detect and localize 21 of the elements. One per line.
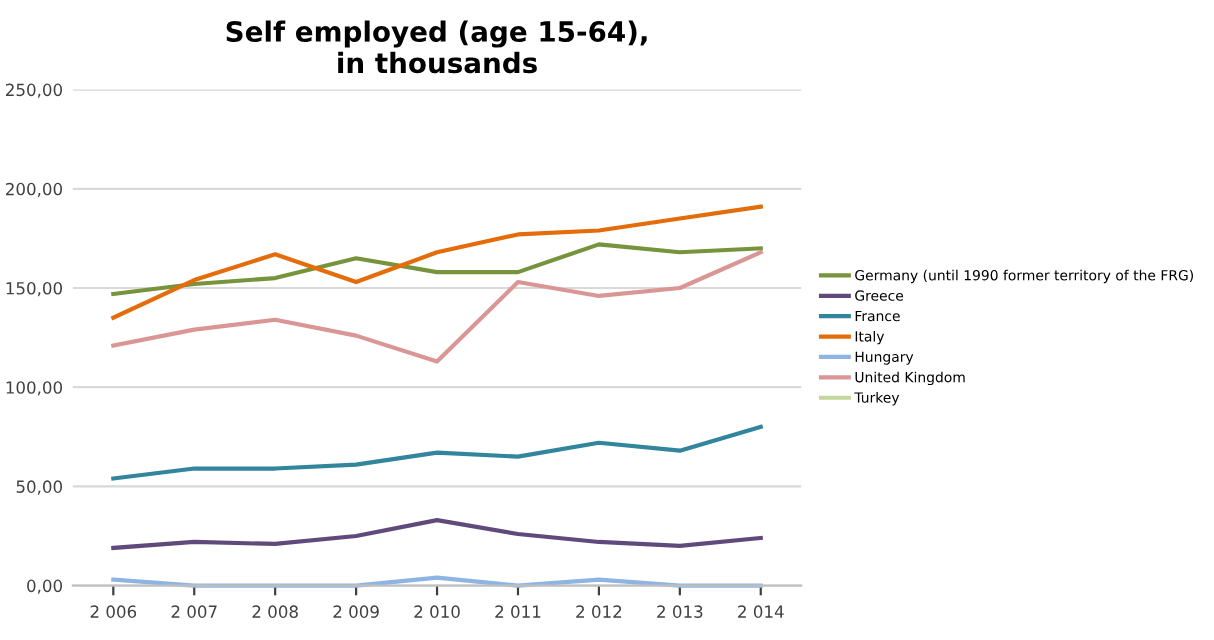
y-tick-label: 50,00 — [16, 480, 63, 495]
y-tick-label: 0,00 — [27, 579, 63, 594]
x-tick-label: 2 011 — [495, 605, 541, 618]
y-tick-label: 150,00 — [6, 281, 63, 297]
y-tick-label: 100,00 — [6, 381, 63, 396]
line-series — [111, 204, 763, 320]
line-series — [111, 250, 763, 364]
x-tick-label: 2 007 — [171, 605, 217, 618]
x-tick-label: 2 010 — [414, 605, 460, 618]
y-tick-label: 250,00 — [6, 83, 63, 98]
line-series — [111, 242, 763, 297]
x-tick-label: 2 012 — [576, 605, 622, 618]
line-series — [111, 424, 763, 481]
x-tick-label: 2 013 — [657, 605, 703, 618]
chart-title: Self employed (age 15-64), in thousands — [226, 20, 647, 74]
y-tick-label: 200,00 — [6, 182, 63, 198]
x-tick-label: 2 009 — [333, 605, 379, 618]
x-tick-label: 2 008 — [252, 605, 298, 618]
x-tick-label: 2 014 — [738, 605, 784, 618]
line-series — [111, 518, 763, 550]
x-tick-label: 2 006 — [90, 605, 137, 618]
